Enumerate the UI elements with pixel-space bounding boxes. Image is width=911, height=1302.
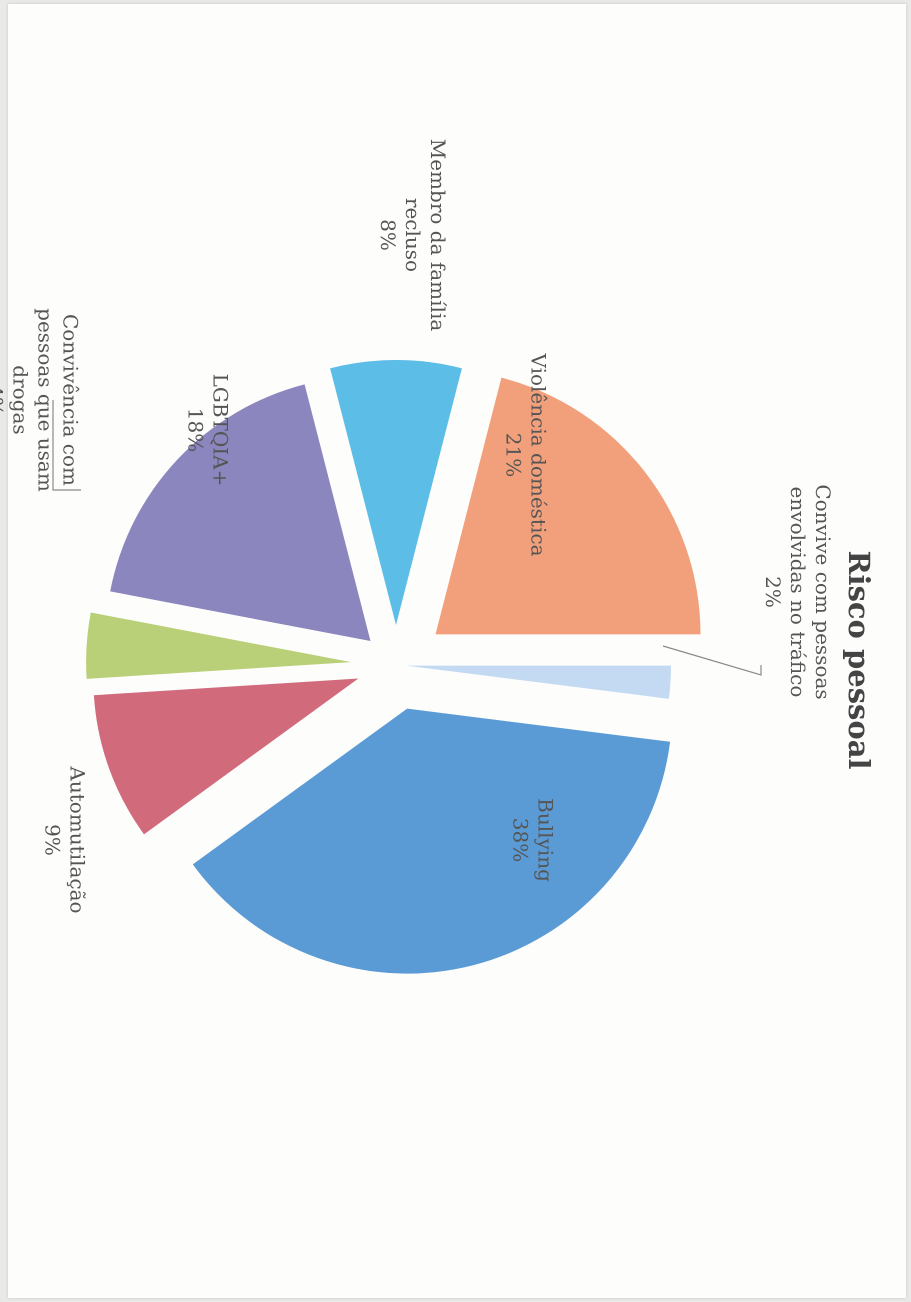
slice-label-4: Convivência compessoas que usamdrogas4% <box>0 308 83 492</box>
slice-labels: Convive com pessoasenvolvidas no tráfico… <box>0 139 835 914</box>
slice-label-5: LGBTQIA+18% <box>184 374 233 487</box>
pie-slice-7 <box>435 377 701 635</box>
chart-title: Risco pessoal <box>842 550 876 769</box>
pie-slice-2 <box>192 708 671 974</box>
leader-line-4 <box>52 400 81 491</box>
pie-slice-3 <box>93 678 359 835</box>
slice-label-2: Bullying38% <box>509 798 558 882</box>
pie-slice-1 <box>405 665 671 699</box>
pie-slices <box>86 359 701 974</box>
pie-slice-5 <box>110 384 371 642</box>
pie-slice-6 <box>330 359 462 625</box>
slice-label-3: Automutilação9% <box>41 765 90 913</box>
leader-line-1 <box>662 645 762 676</box>
slice-label-7: Violência doméstica21% <box>502 353 551 557</box>
leader-lines <box>52 400 762 676</box>
slice-label-6: Membro da famíliarecluso8% <box>376 139 450 332</box>
pie-slice-4 <box>86 612 352 679</box>
slice-label-1: Convive com pessoasenvolvidas no tráfico… <box>761 484 835 699</box>
